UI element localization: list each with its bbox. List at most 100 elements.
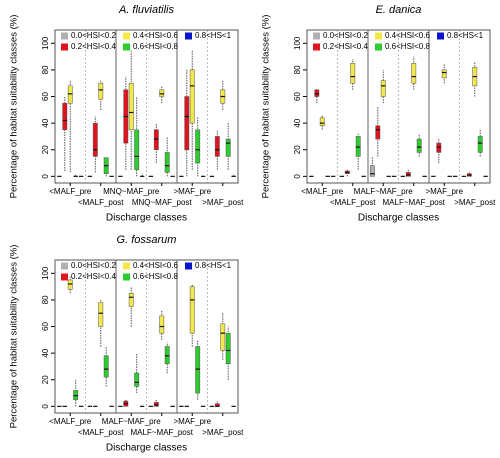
legend-label: 0.6<HSI<0.8 xyxy=(385,42,430,51)
y-tick-label: 20 xyxy=(293,145,302,154)
x-tick-label: <MALF_pre xyxy=(49,187,92,196)
y-tick-label: 60 xyxy=(41,322,50,331)
box xyxy=(441,69,447,79)
plot-frame xyxy=(306,29,491,184)
y-tick-label: 40 xyxy=(293,118,302,127)
x-tick-label: MALF~MAF_post xyxy=(383,198,446,207)
box xyxy=(164,152,170,173)
y-tick-label: 60 xyxy=(293,92,302,101)
box xyxy=(103,355,109,378)
box xyxy=(195,346,201,394)
y-tick-label: 20 xyxy=(41,375,50,384)
x-tick-label: MNQ~MAF_pre xyxy=(103,187,160,196)
box xyxy=(350,63,356,84)
legend-label: 0.8<HS<1 xyxy=(447,31,484,40)
legend-label: 0.6<HSI<0.8 xyxy=(133,272,178,281)
box xyxy=(195,129,201,164)
box xyxy=(189,69,195,124)
y-tick-label: 100 xyxy=(41,36,50,50)
legend-label: 0.8<HS<1 xyxy=(195,261,232,270)
box xyxy=(319,117,325,127)
box xyxy=(98,82,104,100)
panel: E. danica Percentage of habitat suitabili… xyxy=(261,4,497,224)
y-axis-title: Percentage of habitat suitability classe… xyxy=(9,15,20,199)
box xyxy=(153,129,159,150)
x-tick-label: <MALF_pre xyxy=(301,187,344,196)
legend-label: 0.6<HSI<0.8 xyxy=(133,42,178,51)
legend-swatch xyxy=(123,273,130,281)
x-tick-label: >MAF_pre xyxy=(173,417,211,426)
box xyxy=(225,138,231,157)
box xyxy=(375,125,381,140)
x-tick-label: <MALF_post xyxy=(78,198,124,207)
box xyxy=(184,96,190,150)
legend-swatch xyxy=(61,43,68,51)
y-tick-label: 40 xyxy=(41,118,50,127)
legend-swatch xyxy=(375,32,382,40)
box xyxy=(477,136,483,153)
y-tick-label: 80 xyxy=(293,65,302,74)
plot-frame xyxy=(54,29,239,184)
box xyxy=(436,142,442,153)
legend-swatch xyxy=(123,262,130,270)
x-axis-title: Discharge classes xyxy=(106,213,187,224)
legend-swatch xyxy=(313,43,320,51)
x-tick-label: MALF~MAF_pre xyxy=(354,187,413,196)
box xyxy=(134,372,140,387)
y-tick-label: 60 xyxy=(41,92,50,101)
legend-label: 0.0<HSI<0.2 xyxy=(71,261,116,270)
box xyxy=(67,85,73,104)
legend-label: 0.2<HSI<0.4 xyxy=(71,272,116,281)
x-tick-label: MNQ~MAF_post xyxy=(132,198,193,207)
box xyxy=(134,129,140,170)
y-tick-label: 0 xyxy=(41,174,50,179)
box xyxy=(355,136,361,157)
x-axis-title: Discharge classes xyxy=(358,213,439,224)
x-tick-label: >MAF_pre xyxy=(425,187,463,196)
legend-swatch xyxy=(123,43,130,51)
y-tick-label: 80 xyxy=(41,65,50,74)
x-tick-label: >MAF_post xyxy=(454,198,496,207)
legend-swatch xyxy=(61,273,68,281)
box xyxy=(128,293,134,307)
box xyxy=(153,402,159,407)
legend-label: 0.0<HSI<0.2 xyxy=(323,31,368,40)
x-tick-label: MALF~MAF_pre xyxy=(102,417,161,426)
box xyxy=(98,302,104,327)
legend-label: 0.0<HSI<0.2 xyxy=(71,31,116,40)
panel: A. fluviatilis Percentage of habitat suit… xyxy=(9,4,245,224)
legend-swatch xyxy=(123,32,130,40)
legend-label: 0.2<HSI<0.4 xyxy=(323,42,368,51)
box xyxy=(189,286,195,334)
legend-swatch xyxy=(61,32,68,40)
legend-label: 0.4<HSI<0.6 xyxy=(385,31,430,40)
box xyxy=(128,82,134,131)
x-tick-label: >MAF_pre xyxy=(173,187,211,196)
y-tick-label: 0 xyxy=(293,174,302,179)
box xyxy=(67,279,73,290)
legend-swatch xyxy=(375,43,382,51)
box xyxy=(159,315,165,334)
box xyxy=(220,323,226,351)
box xyxy=(214,136,220,157)
panel-title: A. fluviatilis xyxy=(118,4,175,16)
box xyxy=(225,332,231,365)
x-tick-label: <MALF_post xyxy=(330,198,376,207)
box xyxy=(164,346,170,365)
panel-title: G. fossarum xyxy=(117,234,177,246)
legend-label: 0.2<HSI<0.4 xyxy=(71,42,116,51)
box xyxy=(159,89,165,97)
box xyxy=(369,165,375,177)
x-tick-label: >MAF_post xyxy=(202,198,244,207)
box xyxy=(411,63,417,84)
x-tick-label: MALF~MAF_post xyxy=(131,428,194,437)
legend-swatch xyxy=(437,32,444,40)
plot-frame xyxy=(54,259,239,414)
x-tick-label: <MALF_pre xyxy=(49,417,92,426)
box xyxy=(314,89,320,97)
legend-swatch xyxy=(185,262,192,270)
y-tick-label: 100 xyxy=(41,266,50,280)
box xyxy=(62,102,68,131)
x-axis-title: Discharge classes xyxy=(106,443,187,454)
